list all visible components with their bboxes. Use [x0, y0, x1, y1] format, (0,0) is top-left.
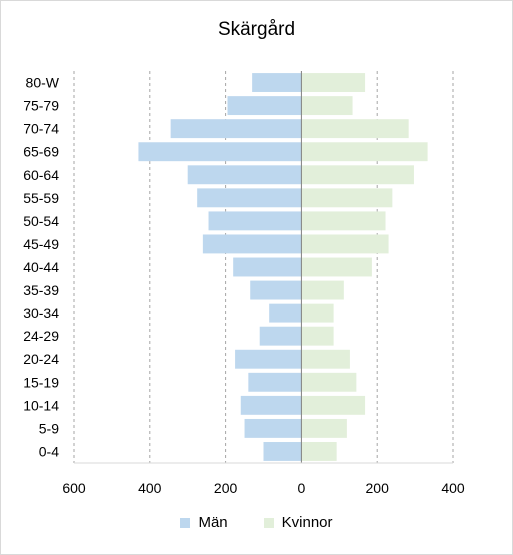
y-tick-label: 75-79 [23, 98, 59, 114]
bar-men [170, 119, 302, 139]
bar-men [248, 372, 302, 392]
legend-item-men: Män [180, 514, 228, 531]
bar-women [301, 349, 350, 369]
y-tick-label: 10-14 [23, 397, 59, 413]
bar-men [233, 257, 302, 277]
y-tick-label: 30-34 [23, 305, 59, 321]
y-tick-label: 50-54 [23, 213, 59, 229]
legend: Män Kvinnor [1, 514, 512, 531]
bar-men [138, 142, 302, 162]
bar-men [252, 73, 302, 92]
y-tick-label: 45-49 [23, 236, 59, 252]
bar-women [301, 165, 414, 185]
bar-men [259, 326, 302, 346]
bar-men [235, 349, 302, 369]
bar-women [301, 234, 389, 254]
y-tick-label: 24-29 [23, 328, 59, 344]
legend-label-women: Kvinnor [281, 514, 333, 531]
y-tick-label: 70-74 [23, 121, 59, 137]
y-tick-label: 40-44 [23, 259, 59, 275]
x-tick-label: 200 [214, 480, 238, 496]
x-tick-label: 0 [298, 480, 306, 496]
y-tick-label: 5-9 [39, 420, 59, 436]
y-tick-label: 60-64 [23, 167, 59, 183]
bar-men [244, 418, 302, 438]
x-tick-label: 600 [62, 480, 86, 496]
y-tick-label: 20-24 [23, 351, 59, 367]
y-tick-label: 80-W [26, 75, 60, 91]
bar-women [301, 211, 386, 231]
bar-women [301, 442, 337, 461]
bar-men [208, 211, 302, 231]
x-tick-label: 400 [441, 480, 465, 496]
bar-women [301, 73, 366, 92]
bar-women [301, 96, 353, 116]
bar-women [301, 280, 344, 300]
legend-swatch-women [263, 517, 274, 528]
legend-item-women: Kvinnor [263, 514, 333, 531]
bar-men [227, 96, 302, 116]
x-tick-label: 200 [366, 480, 390, 496]
bar-men [250, 280, 302, 300]
legend-swatch-men [180, 517, 191, 528]
bar-men [269, 303, 302, 323]
bar-women [301, 257, 372, 277]
bar-men [202, 234, 302, 254]
bar-men [263, 442, 302, 461]
bar-women [301, 395, 366, 415]
pyramid-chart: 80-W 75-79 70-74 65-69 60-64 55-59 50-54 45-49 4… [23, 71, 465, 496]
chart-title: Skärgård [217, 19, 296, 40]
y-tick-label: 35-39 [23, 282, 59, 298]
bar-women [301, 142, 428, 162]
y-tick-label: 65-69 [23, 144, 59, 160]
bar-men [197, 188, 302, 208]
y-tick-label: 55-59 [23, 190, 59, 206]
bar-women [301, 188, 393, 208]
bar-women [301, 326, 334, 346]
bar-men [187, 165, 302, 185]
x-tick-label: 400 [138, 480, 162, 496]
legend-label-men: Män [198, 514, 228, 531]
bar-women [301, 119, 409, 139]
y-tick-label: 0-4 [39, 443, 59, 459]
y-tick-label: 15-19 [23, 374, 59, 390]
bar-women [301, 372, 357, 392]
bar-women [301, 418, 347, 438]
bar-men [240, 395, 302, 415]
bar-women [301, 303, 334, 323]
